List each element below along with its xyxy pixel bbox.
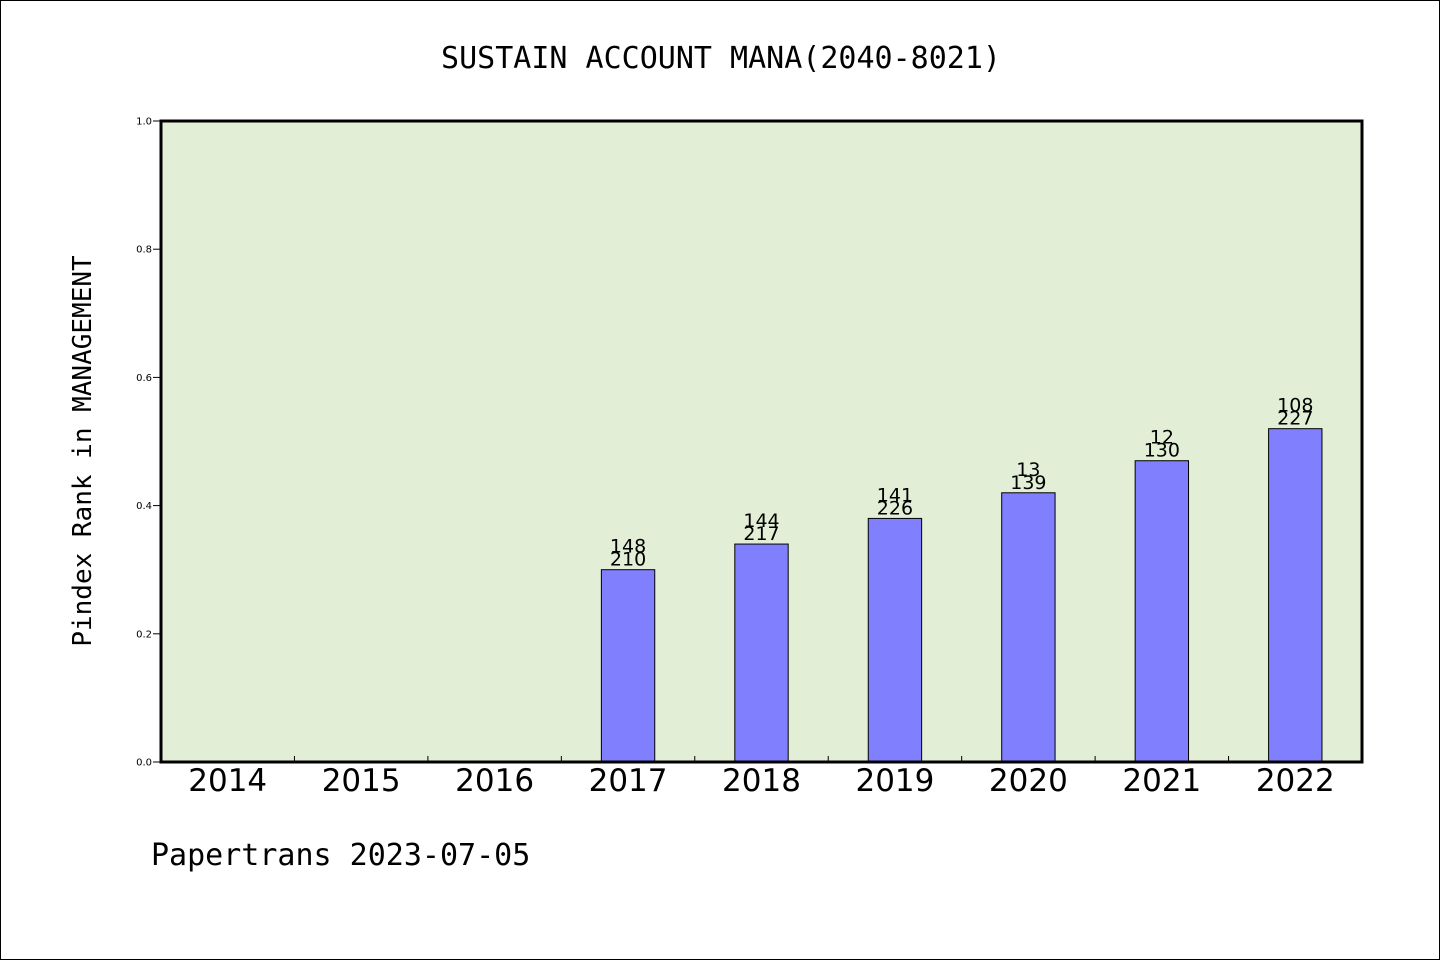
- y-tick-label-0.2: 0.2: [136, 629, 152, 640]
- footer-date: Papertrans 2023-07-05: [151, 838, 530, 873]
- x-tick-label-2019: 2019: [855, 763, 934, 799]
- y-tick-label-0.4: 0.4: [136, 501, 152, 512]
- x-tick-label-2015: 2015: [322, 763, 401, 799]
- plot-border: [159, 119, 1364, 764]
- x-tick-label-2017: 2017: [589, 763, 668, 799]
- bar-2021: [1134, 460, 1190, 763]
- bars-layer: [600, 428, 1323, 763]
- bar-label-2017: 148: [610, 536, 646, 558]
- bar-label-2020: 139: [1010, 472, 1046, 494]
- y-tick-label-0.6: 0.6: [136, 373, 152, 384]
- bar-2020: [1001, 492, 1056, 763]
- x-tick-label-2020: 2020: [989, 763, 1068, 799]
- bar-2022: [1268, 428, 1323, 763]
- bar-label-2018: 217: [743, 523, 779, 545]
- y-tick-label-0.0: 0.0: [136, 758, 152, 769]
- y-tick-label-0.8: 0.8: [136, 245, 152, 256]
- x-tick-label-2014: 2014: [188, 763, 267, 799]
- y-axis-label: Pindex Rank in MANAGEMENT: [68, 255, 98, 647]
- y-tick-label-1.0: 1.0: [136, 117, 152, 128]
- bar-2019: [867, 517, 923, 763]
- bar-label-2021: 130: [1144, 440, 1180, 462]
- chart-title: SUSTAIN ACCOUNT MANA(2040-8021): [441, 41, 1001, 76]
- bar-label-2022: 108: [1277, 395, 1313, 417]
- bar-label-2017: 210: [610, 549, 646, 571]
- bar-2017: [600, 569, 656, 763]
- y-axis-ticks: 0.0 0.2 0.4 0.6 0.8 1.0: [136, 117, 161, 769]
- x-tick-label-2018: 2018: [722, 763, 801, 799]
- x-tick-label-2016: 2016: [455, 763, 534, 799]
- bar-label-2022: 227: [1277, 408, 1313, 430]
- x-axis-ticks: 2014 2015 2016 2017 2018 2019 2020 2021 2022: [188, 756, 1335, 799]
- bar-label-2019: 141: [877, 484, 913, 506]
- x-tick-label-2021: 2021: [1122, 763, 1201, 799]
- bar-label-2021: 12: [1150, 427, 1174, 449]
- bar-label-2020: 13: [1016, 459, 1040, 481]
- bar-2018: [734, 543, 789, 763]
- x-tick-label-2022: 2022: [1256, 763, 1335, 799]
- bar-label-2019: 226: [877, 497, 913, 519]
- bar-label-2018: 144: [743, 510, 779, 532]
